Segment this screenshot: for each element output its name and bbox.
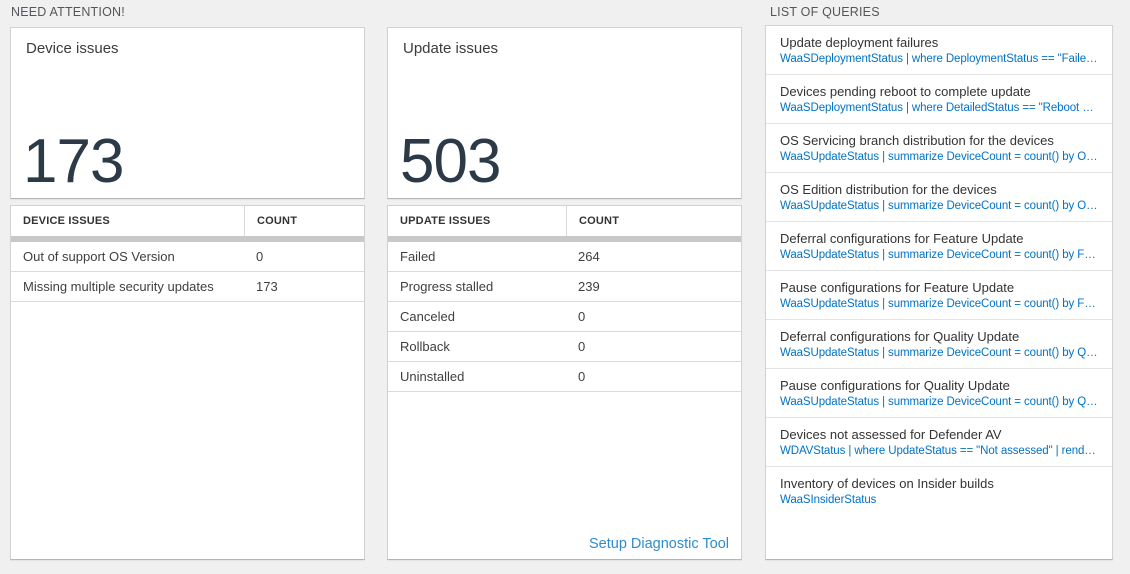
query-title: Pause configurations for Feature Update — [780, 280, 1015, 295]
issue-label: Canceled — [400, 309, 455, 324]
query-title: Deferral configurations for Feature Upda… — [780, 231, 1024, 246]
query-item[interactable]: OS Servicing branch distribution for the… — [766, 124, 1112, 173]
query-title: Devices not assessed for Defender AV — [780, 427, 1002, 442]
device-issues-count: 173 — [23, 126, 124, 196]
issue-label: Missing multiple security updates — [23, 279, 214, 294]
table-row[interactable]: Out of support OS Version 0 — [11, 242, 364, 272]
query-title: Deferral configurations for Quality Upda… — [780, 329, 1020, 344]
query-title: Pause configurations for Quality Update — [780, 378, 1010, 393]
query-text: WaaSUpdateStatus | summarize DeviceCount… — [780, 200, 1098, 212]
query-title: OS Edition distribution for the devices — [780, 182, 997, 197]
queries-panel: Update deployment failures WaaSDeploymen… — [765, 25, 1113, 560]
count-column-header: COUNT — [566, 206, 741, 236]
device-issues-title: Device issues — [26, 40, 119, 57]
table-row[interactable]: Uninstalled 0 — [388, 362, 741, 392]
table-row[interactable]: Progress stalled 239 — [388, 272, 741, 302]
query-item[interactable]: Devices not assessed for Defender AV WDA… — [766, 418, 1112, 467]
query-item[interactable]: Deferral configurations for Feature Upda… — [766, 222, 1112, 271]
table-row[interactable]: Missing multiple security updates 173 — [11, 272, 364, 302]
query-text: WDAVStatus | where UpdateStatus == "Not … — [780, 445, 1098, 457]
table-accent-bar — [388, 236, 741, 242]
device-issues-tile[interactable]: Device issues 173 — [10, 27, 365, 199]
count-column-header: COUNT — [244, 206, 364, 236]
issue-label: Rollback — [400, 339, 450, 354]
query-text: WaaSDeploymentStatus | where DetailedSta… — [780, 102, 1098, 114]
issue-label: Out of support OS Version — [23, 249, 175, 264]
device-issues-column-header: DEVICE ISSUES — [23, 215, 110, 227]
issue-count: 0 — [578, 309, 586, 324]
need-attention-header: NEED ATTENTION! — [11, 5, 125, 19]
list-of-queries-header: LIST OF QUERIES — [770, 5, 880, 19]
issue-count: 173 — [256, 279, 278, 294]
issue-count: 0 — [578, 339, 586, 354]
table-accent-bar — [11, 236, 364, 242]
query-item[interactable]: Update deployment failures WaaSDeploymen… — [766, 26, 1112, 75]
query-item[interactable]: Pause configurations for Feature Update … — [766, 271, 1112, 320]
query-item[interactable]: OS Edition distribution for the devices … — [766, 173, 1112, 222]
query-item[interactable]: Devices pending reboot to complete updat… — [766, 75, 1112, 124]
issue-count: 239 — [578, 279, 600, 294]
update-table-header-row: UPDATE ISSUES COUNT — [388, 206, 741, 236]
issue-label: Progress stalled — [400, 279, 494, 294]
table-row[interactable]: Canceled 0 — [388, 302, 741, 332]
update-issues-title: Update issues — [403, 40, 499, 57]
device-table-header-row: DEVICE ISSUES COUNT — [11, 206, 364, 236]
update-issues-table: UPDATE ISSUES COUNT Failed 264 Progress … — [387, 205, 742, 560]
issue-count: 0 — [578, 369, 586, 384]
issue-count: 264 — [578, 249, 600, 264]
query-text: WaaSDeploymentStatus | where DeploymentS… — [780, 53, 1098, 65]
device-issues-table: DEVICE ISSUES COUNT Out of support OS Ve… — [10, 205, 365, 560]
update-issues-tile[interactable]: Update issues 503 — [387, 27, 742, 199]
query-item[interactable]: Pause configurations for Quality Update … — [766, 369, 1112, 418]
query-text: WaaSUpdateStatus | summarize DeviceCount… — [780, 347, 1098, 359]
update-issues-column-header: UPDATE ISSUES — [400, 215, 491, 227]
issue-count: 0 — [256, 249, 264, 264]
query-item[interactable]: Deferral configurations for Quality Upda… — [766, 320, 1112, 369]
query-text: WaaSUpdateStatus | summarize DeviceCount… — [780, 249, 1098, 261]
table-row[interactable]: Failed 264 — [388, 242, 741, 272]
query-title: Update deployment failures — [780, 35, 939, 50]
query-text: WaaSUpdateStatus | summarize DeviceCount… — [780, 396, 1098, 408]
issue-label: Failed — [400, 249, 436, 264]
table-row[interactable]: Rollback 0 — [388, 332, 741, 362]
setup-diagnostic-tool-link[interactable]: Setup Diagnostic Tool — [589, 536, 729, 552]
query-item[interactable]: Inventory of devices on Insider builds W… — [766, 467, 1112, 515]
update-issues-count: 503 — [400, 126, 501, 196]
query-title: Devices pending reboot to complete updat… — [780, 84, 1031, 99]
query-text: WaaSUpdateStatus | summarize DeviceCount… — [780, 151, 1098, 163]
issue-label: Uninstalled — [400, 369, 465, 384]
query-title: OS Servicing branch distribution for the… — [780, 133, 1054, 148]
query-text: WaaSInsiderStatus — [780, 494, 877, 506]
query-text: WaaSUpdateStatus | summarize DeviceCount… — [780, 298, 1098, 310]
query-title: Inventory of devices on Insider builds — [780, 476, 994, 491]
